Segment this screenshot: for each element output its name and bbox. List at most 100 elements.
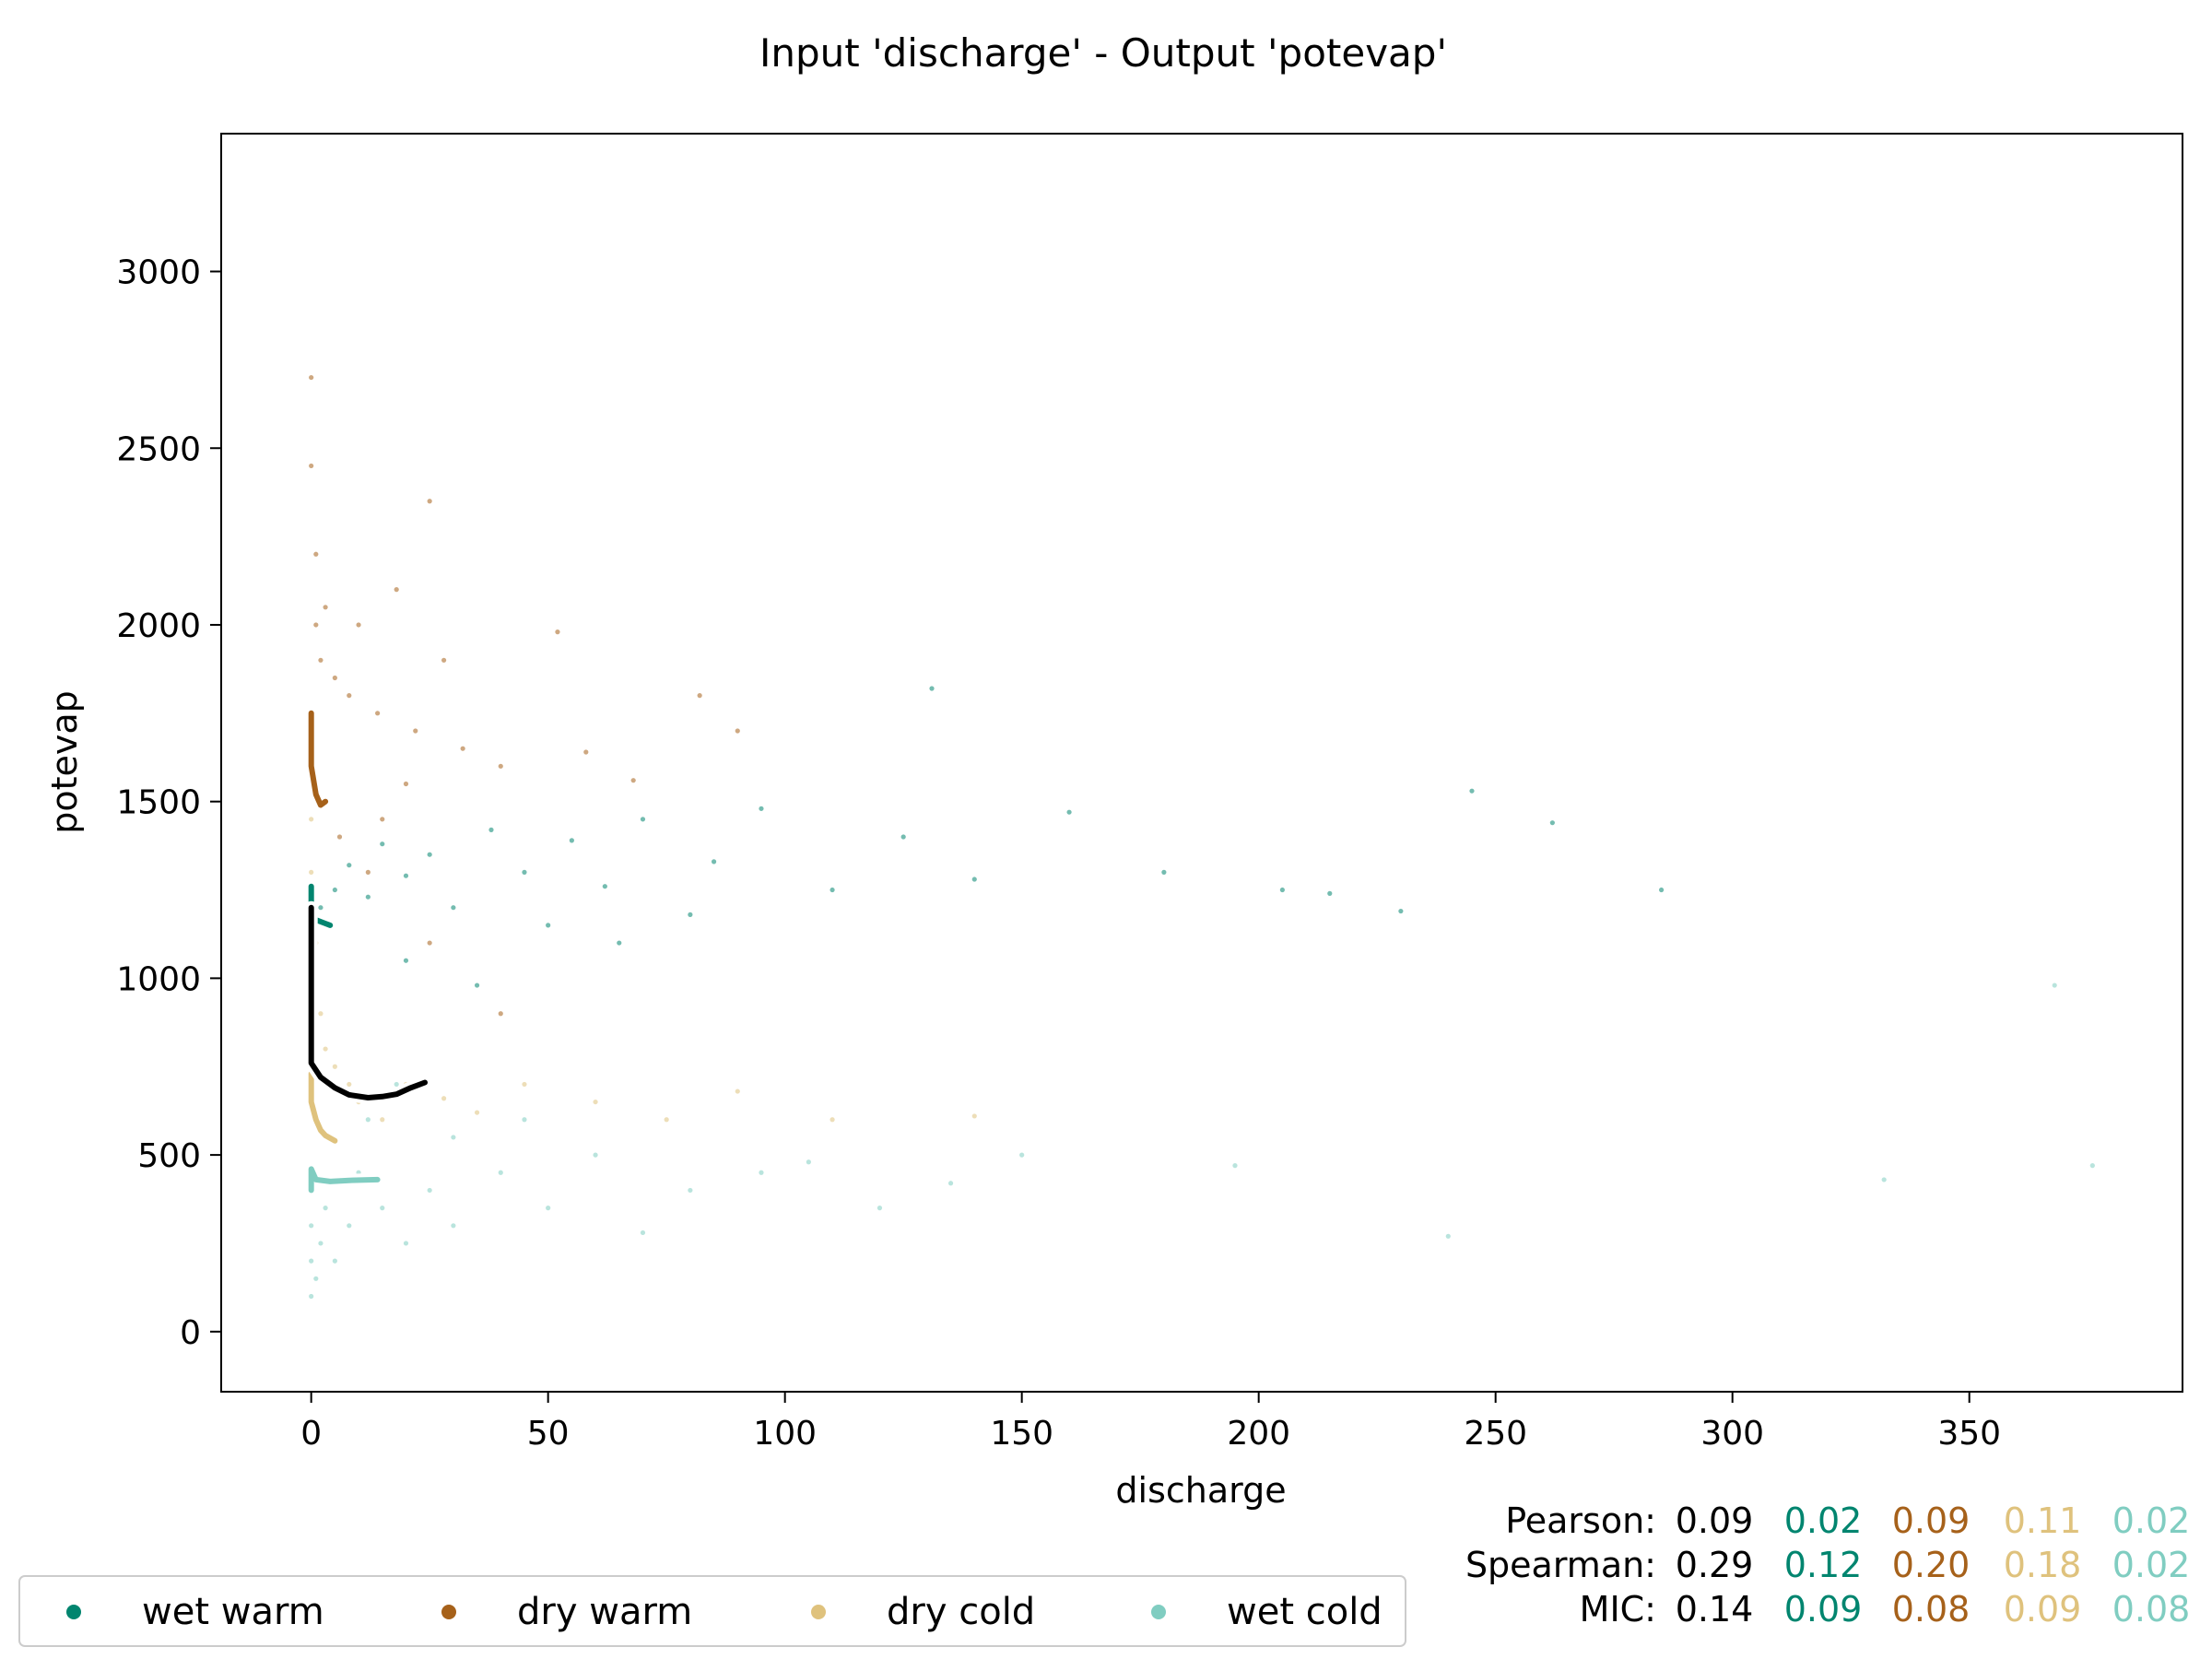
- y-axis: 0 500 1000 1500 2000 2500 3000: [116, 254, 221, 1352]
- stats-value: 0.02: [2112, 1500, 2191, 1541]
- data-point: [830, 1117, 835, 1123]
- data-point: [1658, 887, 1665, 893]
- legend: wet warm dry warm dry cold wet cold: [18, 1575, 1406, 1647]
- data-point: [759, 806, 764, 811]
- y-tick-label: 500: [137, 1137, 201, 1175]
- data-point: [711, 859, 717, 865]
- x-tick-label: 250: [1464, 1415, 1527, 1453]
- data-point: [394, 587, 399, 593]
- stats-label: MIC:: [1580, 1589, 1656, 1630]
- data-point: [318, 905, 324, 911]
- data-point: [474, 982, 480, 988]
- data-point: [365, 894, 371, 900]
- data-point: [356, 622, 361, 628]
- data-point: [546, 1206, 551, 1211]
- trend-line-dry-warm: [308, 710, 329, 808]
- legend-marker: [66, 1605, 81, 1619]
- trend-line-overall-halo: [304, 900, 431, 1104]
- x-tick-label: 150: [990, 1415, 1053, 1453]
- data-point: [1232, 1163, 1238, 1169]
- data-point: [640, 817, 646, 822]
- chart-title: Input 'discharge' - Output 'potevap': [759, 30, 1447, 76]
- data-point: [2052, 982, 2057, 988]
- x-tick-label: 50: [527, 1415, 570, 1453]
- data-point: [522, 869, 527, 875]
- data-point: [806, 1159, 811, 1165]
- data-point: [394, 1081, 399, 1088]
- y-axis-label: potevap: [44, 690, 85, 834]
- data-point: [451, 1223, 456, 1229]
- scatter-points: [309, 374, 2095, 1300]
- data-point: [546, 923, 551, 928]
- data-point: [1161, 869, 1167, 875]
- data-point: [1445, 1233, 1451, 1239]
- data-point: [947, 1181, 954, 1186]
- y-tick-label: 0: [180, 1314, 201, 1352]
- data-point: [1398, 908, 1404, 914]
- x-tick-label: 0: [300, 1415, 322, 1453]
- legend-marker: [1151, 1605, 1166, 1619]
- data-point: [336, 834, 343, 840]
- stats-value: 0.29: [1676, 1545, 1754, 1585]
- data-point: [413, 728, 418, 734]
- legend-label: wet cold: [1227, 1591, 1382, 1633]
- legend-marker: [811, 1605, 826, 1619]
- data-point: [318, 657, 324, 663]
- data-point: [900, 834, 906, 840]
- trend-line-dry-cold: [308, 1070, 338, 1144]
- x-axis-label: discharge: [1115, 1470, 1286, 1511]
- data-point: [488, 827, 494, 832]
- x-axis: 0 50 100 150 200 250 300 350: [300, 1392, 2001, 1453]
- data-point: [593, 1152, 598, 1158]
- data-point: [1019, 1152, 1025, 1158]
- data-point: [427, 940, 432, 946]
- data-point: [735, 728, 740, 734]
- data-point: [522, 1081, 527, 1088]
- x-tick-label: 100: [753, 1415, 817, 1453]
- data-point: [403, 958, 409, 963]
- data-point: [877, 1206, 883, 1211]
- data-point: [427, 499, 432, 504]
- stats-value: 0.20: [1892, 1545, 1971, 1585]
- data-point: [403, 873, 409, 878]
- data-point: [309, 869, 314, 875]
- stats-value: 0.09: [2004, 1589, 2082, 1630]
- legend-label: dry warm: [517, 1591, 692, 1633]
- data-point: [380, 817, 385, 822]
- stats-value: 0.09: [1892, 1500, 1971, 1541]
- data-point: [309, 463, 314, 469]
- data-point: [451, 905, 456, 911]
- data-point: [1327, 890, 1333, 896]
- x-tick-label: 300: [1700, 1415, 1764, 1453]
- data-point: [830, 887, 835, 893]
- data-point: [688, 912, 693, 917]
- data-point: [403, 1241, 409, 1246]
- y-tick-label: 2500: [116, 430, 201, 468]
- stats-value: 0.12: [1784, 1545, 1863, 1585]
- y-tick-label: 2000: [116, 607, 201, 645]
- data-point: [971, 1113, 977, 1119]
- stats-value: 0.18: [2004, 1545, 2082, 1585]
- data-point: [375, 711, 381, 716]
- data-point: [555, 629, 560, 635]
- data-point: [332, 675, 337, 681]
- series-wet-warm: [318, 686, 1665, 988]
- data-point: [688, 1187, 693, 1194]
- data-point: [309, 817, 314, 822]
- stats-value: 0.11: [2004, 1500, 2082, 1541]
- data-point: [403, 781, 409, 787]
- series-dry-warm: [309, 374, 740, 1017]
- data-point: [441, 657, 447, 663]
- y-tick-label: 3000: [116, 254, 201, 292]
- data-point: [365, 1117, 371, 1123]
- data-point: [309, 1258, 314, 1264]
- data-point: [441, 1096, 447, 1101]
- legend-box: [18, 1575, 1406, 1647]
- data-point: [929, 686, 935, 691]
- data-point: [313, 551, 319, 557]
- data-point: [332, 1258, 337, 1264]
- data-point: [380, 841, 385, 847]
- stats-value: 0.02: [1784, 1500, 1863, 1541]
- x-tick-label: 200: [1227, 1415, 1290, 1453]
